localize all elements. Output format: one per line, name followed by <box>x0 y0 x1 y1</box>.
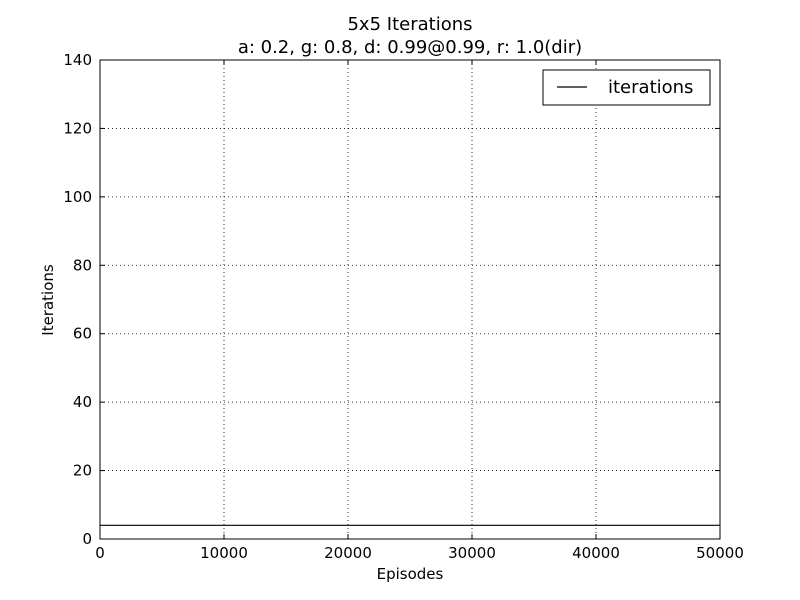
plot-frame <box>99 59 721 540</box>
x-tick-label: 30000 <box>448 544 496 562</box>
grid-lines <box>100 60 720 539</box>
y-tick-label: 20 <box>73 462 92 480</box>
tick-layer: 0 10000 20000 30000 40000 50000 0 20 40 60 80 100 12… <box>63 51 744 562</box>
x-tick-label: 40000 <box>572 544 620 562</box>
y-axis-label: Iterations <box>39 264 57 336</box>
x-tick-label: 10000 <box>200 544 248 562</box>
x-tick-label: 50000 <box>696 544 744 562</box>
legend-label-iterations: iterations <box>608 77 693 98</box>
x-axis-label: Episodes <box>377 565 444 583</box>
chart-title: 5x5 Iterations <box>347 14 472 35</box>
y-tick-label: 40 <box>73 393 92 411</box>
y-tick-label: 100 <box>63 188 92 206</box>
y-tick-label: 0 <box>82 530 92 548</box>
chart-subtitle: a: 0.2, g: 0.8, d: 0.99@0.99, r: 1.0(dir… <box>238 37 582 58</box>
x-tick-label: 0 <box>95 544 105 562</box>
y-tick-label: 80 <box>73 256 92 274</box>
legend: iterations <box>542 69 711 106</box>
y-tick-label: 60 <box>73 325 92 343</box>
y-tick-label: 140 <box>63 51 92 69</box>
x-tick-label: 20000 <box>324 544 372 562</box>
y-tick-label: 120 <box>63 119 92 137</box>
